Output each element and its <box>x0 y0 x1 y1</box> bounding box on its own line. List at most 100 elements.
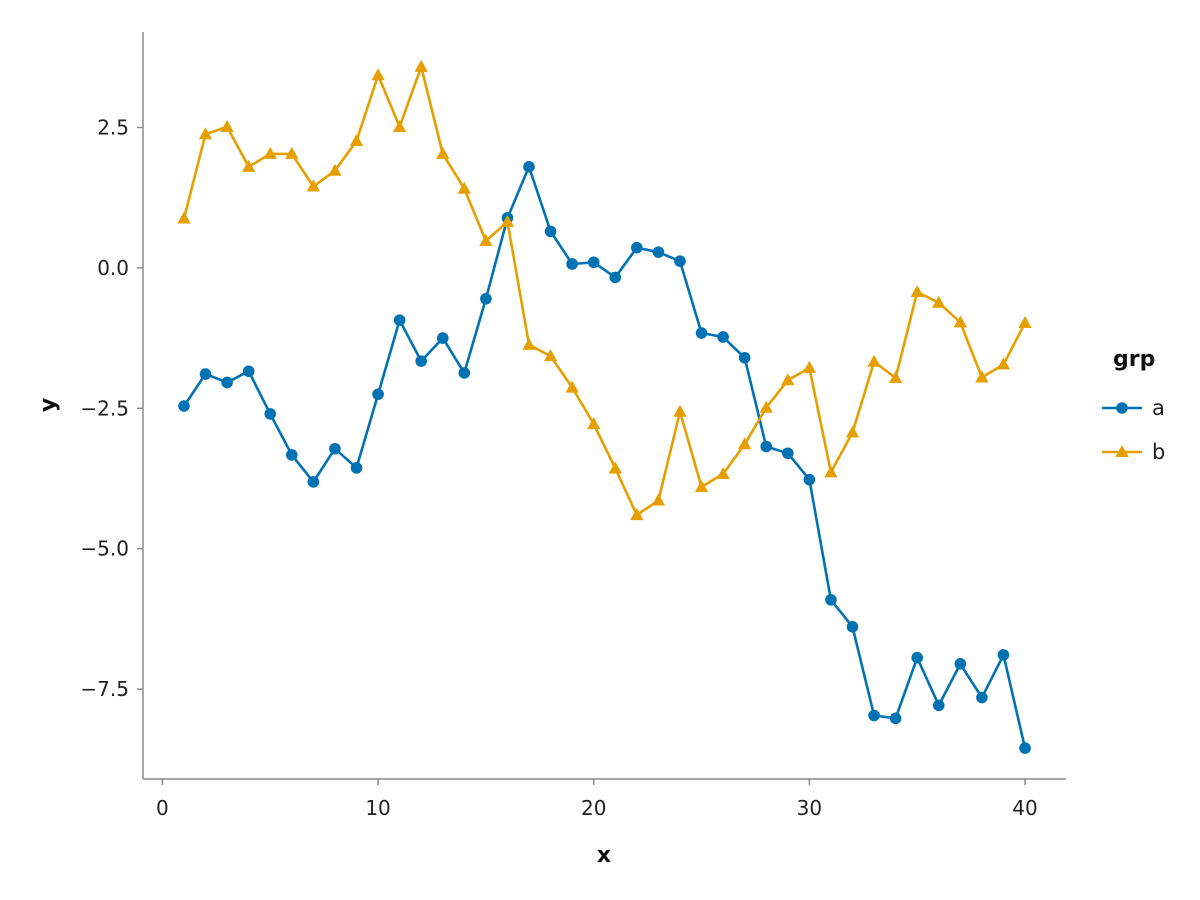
data-point <box>457 181 471 194</box>
data-point <box>329 442 341 455</box>
data-point <box>888 370 903 384</box>
data-point <box>523 160 535 173</box>
legend: grp ab <box>1102 347 1165 464</box>
data-point <box>544 225 557 238</box>
data-point <box>306 179 321 192</box>
data-point <box>286 449 298 461</box>
data-point <box>392 119 407 132</box>
legend-marker <box>1116 402 1128 414</box>
data-point <box>953 315 967 328</box>
data-point <box>825 594 837 606</box>
data-point <box>889 712 902 725</box>
data-point <box>565 380 579 393</box>
data-point <box>932 295 946 308</box>
data-point <box>242 159 256 172</box>
x-ticks: 0 10 20 30 40 <box>156 779 1038 820</box>
data-point <box>954 658 967 670</box>
x-tick-label: 30 <box>797 796 822 820</box>
legend-item-a: a <box>1102 396 1165 420</box>
data-point <box>824 465 838 478</box>
data-point <box>263 146 277 159</box>
legend-marker <box>1115 445 1129 458</box>
data-point <box>1019 742 1031 754</box>
data-point <box>802 360 817 373</box>
y-ticks: 2.5 0.0 −2.5 −5.0 −7.5 <box>80 115 143 701</box>
data-point <box>372 388 384 401</box>
data-point <box>522 337 536 350</box>
data-point <box>198 127 213 140</box>
data-point <box>609 271 622 284</box>
data-point <box>500 214 515 227</box>
x-tick-label: 10 <box>365 796 390 820</box>
data-point <box>371 68 385 81</box>
data-point <box>1018 315 1032 328</box>
data-point <box>608 461 622 474</box>
data-point <box>242 365 255 378</box>
y-tick-label: 0.0 <box>97 256 129 280</box>
data-point <box>543 349 558 362</box>
data-point <box>393 314 406 326</box>
data-point <box>674 255 686 267</box>
series-line <box>182 165 1027 749</box>
data-point <box>566 258 578 270</box>
data-point <box>285 146 299 159</box>
data-point <box>673 404 687 417</box>
x-tick-label: 40 <box>1012 796 1037 820</box>
data-point <box>910 285 924 298</box>
data-point <box>782 447 794 460</box>
y-tick-label: 2.5 <box>97 115 129 139</box>
data-point <box>178 400 190 412</box>
data-point <box>717 331 729 343</box>
data-point <box>716 467 730 480</box>
y-tick-label: −2.5 <box>80 396 129 420</box>
y-axis-title: y <box>36 398 61 412</box>
plot-area: 0 10 20 30 40 2.5 0.0 −2.5 −5.0 −7.5 <box>80 32 1066 820</box>
data-point <box>349 133 364 147</box>
data-point <box>587 417 601 430</box>
data-point <box>221 376 233 389</box>
x-tick-label: 0 <box>156 796 169 820</box>
series-b <box>177 59 1032 521</box>
series-line <box>182 65 1027 517</box>
series-layer <box>177 59 1032 754</box>
x-tick-label: 20 <box>581 796 606 820</box>
data-point <box>631 241 643 254</box>
data-point <box>759 400 773 413</box>
data-point <box>436 332 449 344</box>
data-point <box>630 508 644 521</box>
data-point <box>695 327 708 339</box>
data-point <box>738 351 751 364</box>
data-point <box>651 493 666 506</box>
data-point <box>415 355 427 367</box>
data-point <box>760 440 773 453</box>
data-point <box>480 292 492 305</box>
x-axis-title: x <box>597 843 611 868</box>
data-point <box>975 370 989 383</box>
data-point <box>932 699 945 712</box>
data-point <box>846 620 859 633</box>
legend-item-b: b <box>1102 440 1165 464</box>
data-point <box>414 59 428 72</box>
data-point <box>867 354 881 367</box>
data-point <box>738 437 752 450</box>
data-point <box>996 357 1011 370</box>
data-point <box>976 691 988 704</box>
data-point <box>803 473 816 486</box>
legend-label: a <box>1152 396 1165 420</box>
data-point <box>177 211 191 224</box>
data-point <box>997 649 1010 661</box>
series-a <box>178 160 1031 754</box>
legend-title: grp <box>1113 347 1155 372</box>
data-point <box>307 476 320 488</box>
data-point <box>694 479 709 492</box>
y-tick-label: −5.0 <box>80 537 129 561</box>
data-point <box>781 373 795 386</box>
data-point <box>264 408 277 420</box>
legend-label: b <box>1152 440 1165 464</box>
data-point <box>328 163 342 176</box>
data-point <box>652 246 665 258</box>
data-point <box>436 146 450 159</box>
data-point <box>868 709 880 722</box>
data-point <box>199 368 212 380</box>
